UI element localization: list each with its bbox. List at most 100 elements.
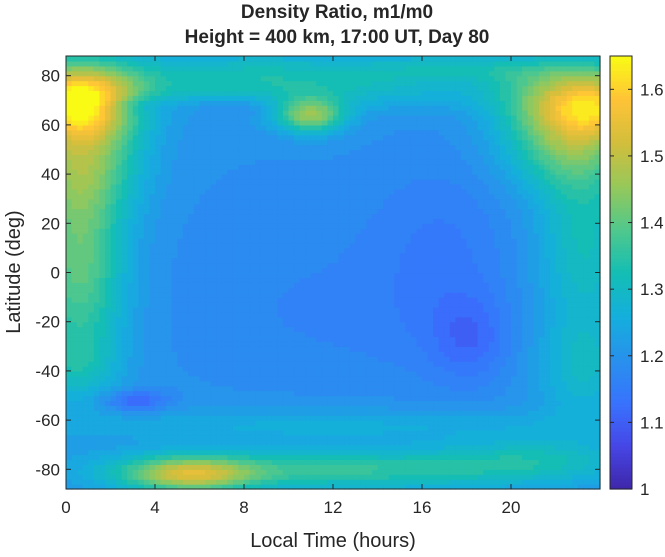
heatmap-cell (244, 415, 251, 421)
heatmap-cell (277, 346, 284, 352)
heatmap-cell (244, 306, 251, 313)
heatmap-cell (499, 267, 507, 274)
heatmap-cell (260, 390, 267, 397)
heatmap-cell (316, 439, 323, 446)
heatmap-cell (488, 405, 495, 411)
heatmap-cell (82, 272, 89, 279)
heatmap-cell (116, 425, 123, 431)
heatmap-cell (366, 351, 373, 357)
heatmap-cell (427, 238, 434, 244)
heatmap-cell (205, 390, 212, 397)
heatmap-cell (377, 331, 384, 338)
heatmap-cell (205, 385, 212, 392)
heatmap-cell (171, 425, 178, 431)
heatmap-cell (104, 233, 112, 239)
heatmap-cell (143, 474, 151, 480)
heatmap-cell (294, 267, 301, 274)
heatmap-cell (244, 277, 251, 283)
heatmap-cell (394, 272, 401, 279)
heatmap-cell (132, 400, 139, 406)
heatmap-cell (371, 370, 379, 377)
heatmap-cell (216, 449, 223, 456)
heatmap-cell (405, 336, 412, 342)
heatmap-cell (82, 415, 89, 421)
heatmap-cell (583, 405, 590, 411)
heatmap-cell (544, 479, 551, 485)
heatmap-cell (310, 415, 317, 421)
heatmap-cell (232, 346, 240, 352)
heatmap-cell (110, 370, 117, 377)
heatmap-cell (216, 242, 223, 249)
heatmap-cell (449, 380, 456, 387)
heatmap-cell (483, 247, 490, 254)
heatmap-cell (422, 395, 429, 402)
heatmap-cell (249, 415, 256, 421)
heatmap-cell (160, 341, 167, 347)
heatmap-cell (116, 415, 123, 421)
heatmap-cell (555, 247, 562, 254)
heatmap-cell (455, 336, 462, 342)
heatmap-cell (104, 410, 112, 416)
heatmap-cell (294, 464, 301, 470)
heatmap-cell (427, 252, 434, 259)
heatmap-cell (416, 242, 423, 249)
heatmap-cell (522, 434, 529, 441)
heatmap-cell (360, 356, 367, 362)
heatmap-cell (299, 390, 306, 397)
heatmap-cell (305, 365, 312, 372)
heatmap-cell (321, 302, 329, 308)
heatmap-cell (555, 429, 562, 436)
heatmap-cell (383, 306, 390, 313)
heatmap-cell (444, 346, 451, 352)
heatmap-cell (88, 469, 95, 475)
heatmap-cell (549, 257, 557, 264)
heatmap-cell (527, 233, 534, 239)
heatmap-cell (583, 257, 590, 264)
heatmap-cell (588, 385, 596, 392)
heatmap-cell (71, 257, 78, 264)
heatmap-cell (238, 365, 245, 372)
heatmap-cell (82, 444, 89, 451)
heatmap-cell (288, 267, 295, 274)
heatmap-cell (210, 292, 217, 298)
heatmap-cell (466, 238, 473, 244)
heatmap-cell (572, 242, 579, 249)
heatmap-cell (583, 370, 590, 377)
heatmap-cell (511, 267, 518, 274)
heatmap-cell (282, 469, 290, 475)
heatmap-cell (149, 415, 156, 421)
heatmap-cell (143, 410, 151, 416)
heatmap-cell (449, 311, 456, 318)
heatmap-cell (227, 272, 234, 279)
heatmap-cell (238, 356, 245, 362)
heatmap-cell (116, 395, 123, 402)
heatmap-cell (132, 257, 139, 264)
heatmap-cell (188, 262, 195, 269)
heatmap-cell (321, 351, 329, 357)
heatmap-cell (132, 365, 139, 372)
heatmap-cell (438, 380, 445, 387)
heatmap-cell (305, 444, 312, 451)
heatmap-cell (99, 341, 106, 347)
heatmap-cell (583, 302, 590, 308)
heatmap-cell (294, 331, 301, 338)
heatmap-cell (104, 316, 112, 323)
heatmap-cell (327, 429, 334, 436)
heatmap-cell (455, 410, 462, 416)
heatmap-cell (116, 429, 123, 436)
heatmap-cell (110, 454, 117, 461)
heatmap-cell (238, 425, 245, 431)
heatmap-cell (305, 439, 312, 446)
heatmap-cell (344, 370, 351, 377)
heatmap-cell (149, 380, 156, 387)
heatmap-cell (410, 365, 418, 372)
heatmap-cell (116, 361, 123, 367)
heatmap-cell (138, 479, 145, 485)
heatmap-cell (427, 267, 434, 274)
heatmap-cell (282, 302, 290, 308)
heatmap-cell (516, 400, 523, 406)
heatmap-cell (505, 336, 512, 342)
heatmap-cell (499, 302, 507, 308)
heatmap-cell (477, 370, 484, 377)
heatmap-cell (527, 449, 534, 456)
